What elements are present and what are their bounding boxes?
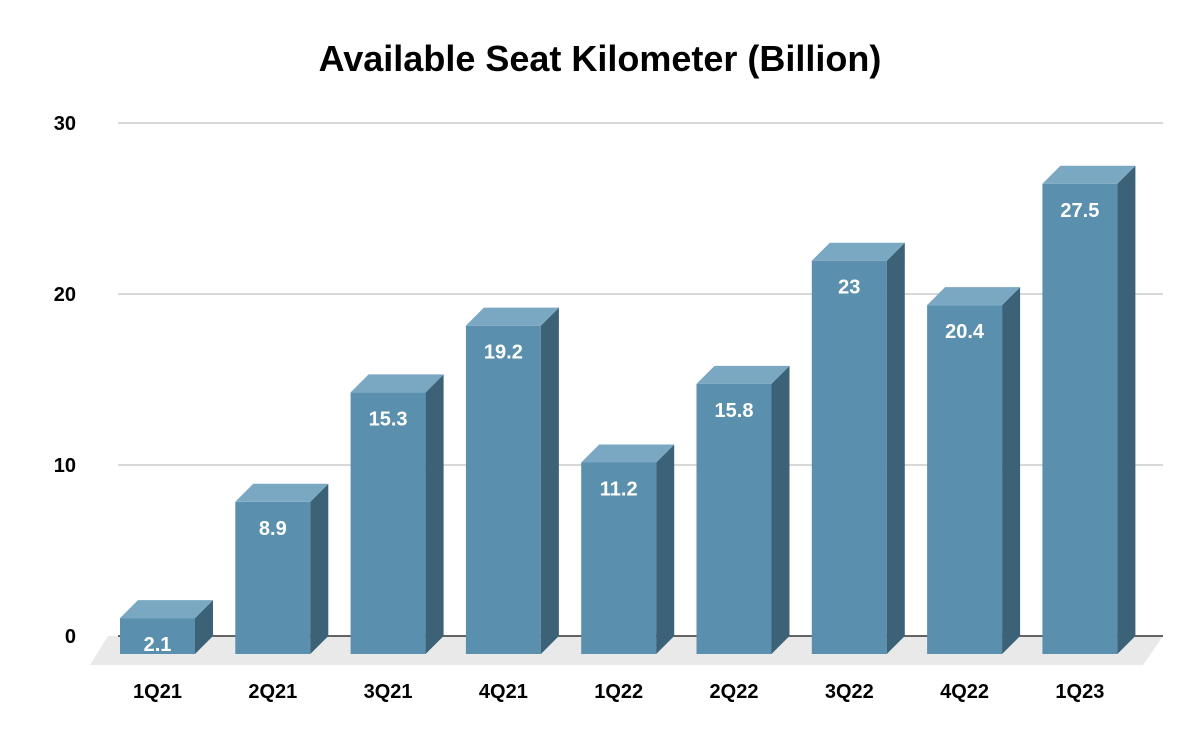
bar-side-face — [540, 307, 559, 654]
bar-top-face — [696, 365, 790, 384]
bar-front-face — [465, 325, 541, 654]
bar-3Q21: 15.3 — [350, 374, 444, 654]
bar-front-face — [350, 392, 426, 654]
chart-title: Available Seat Kilometer (Billion) — [318, 38, 882, 79]
bar-side-face — [771, 365, 790, 654]
bar-side-face — [656, 444, 675, 654]
x-tick-label: 2Q22 — [710, 681, 759, 703]
bar-4Q22: 20.4 — [927, 287, 1021, 654]
y-axis-ticks: 0 10 20 30 — [54, 113, 76, 648]
bar-data-label: 8.9 — [259, 518, 287, 540]
bar-data-label: 20.4 — [945, 321, 985, 343]
bar-top-face — [465, 307, 559, 326]
bar-side-face — [1002, 287, 1021, 654]
x-tick-label: 4Q22 — [940, 681, 989, 703]
bar-2Q21: 8.9 — [235, 483, 329, 654]
bar-data-label: 11.2 — [600, 478, 638, 500]
bar-1Q23: 27.5 — [1042, 165, 1136, 654]
y-tick-label: 20 — [54, 284, 76, 306]
x-tick-label: 3Q21 — [364, 681, 413, 703]
bar-side-face — [425, 374, 444, 654]
bar-side-face — [1117, 165, 1136, 654]
bar-top-face — [1042, 165, 1136, 184]
bar-data-label: 15.8 — [715, 400, 754, 422]
chart-bars: 2.1 8.9 15.3 19.2 11.2 15.8 23 20.4 27.5 — [120, 165, 1136, 656]
x-tick-label: 2Q21 — [248, 681, 297, 703]
bar-side-face — [310, 483, 329, 654]
y-tick-label: 0 — [65, 626, 76, 648]
x-tick-label: 1Q22 — [594, 681, 643, 703]
bar-1Q21: 2.1 — [120, 600, 213, 656]
bar-top-face — [350, 374, 444, 393]
bar-front-face — [696, 383, 772, 654]
bar-top-face — [120, 600, 213, 619]
bar-top-face — [235, 483, 329, 502]
x-axis-labels: 1Q21 2Q21 3Q21 4Q21 1Q22 2Q22 3Q22 4Q22 1Q23 — [133, 681, 1104, 703]
bar-3Q22: 23 — [811, 242, 905, 654]
x-tick-label: 1Q21 — [133, 681, 182, 703]
bar-front-face — [927, 305, 1003, 654]
bar-data-label: 15.3 — [369, 408, 408, 430]
bar-top-face — [811, 242, 905, 261]
bar-2Q22: 15.8 — [696, 365, 790, 654]
bar-side-face — [195, 600, 213, 654]
bar-front-face — [235, 501, 311, 654]
bar-top-face — [927, 287, 1021, 306]
x-tick-label: 1Q23 — [1055, 681, 1104, 703]
bar-front-face — [1042, 183, 1118, 654]
bar-data-label: 2.1 — [144, 634, 172, 656]
bar-top-face — [581, 444, 675, 463]
bar-data-label: 19.2 — [484, 342, 523, 364]
x-tick-label: 4Q21 — [479, 681, 528, 703]
bar-side-face — [886, 242, 905, 654]
bar-front-face — [581, 462, 657, 654]
y-tick-label: 30 — [54, 113, 76, 135]
x-tick-label: 3Q22 — [825, 681, 874, 703]
bar-front-face — [120, 618, 195, 654]
y-tick-label: 10 — [54, 455, 76, 477]
bar-1Q22: 11.2 — [581, 444, 675, 654]
bar-data-label: 23 — [838, 277, 860, 299]
bar-4Q21: 19.2 — [465, 307, 559, 654]
bar-data-label: 27.5 — [1060, 200, 1099, 222]
bar-front-face — [811, 260, 887, 654]
